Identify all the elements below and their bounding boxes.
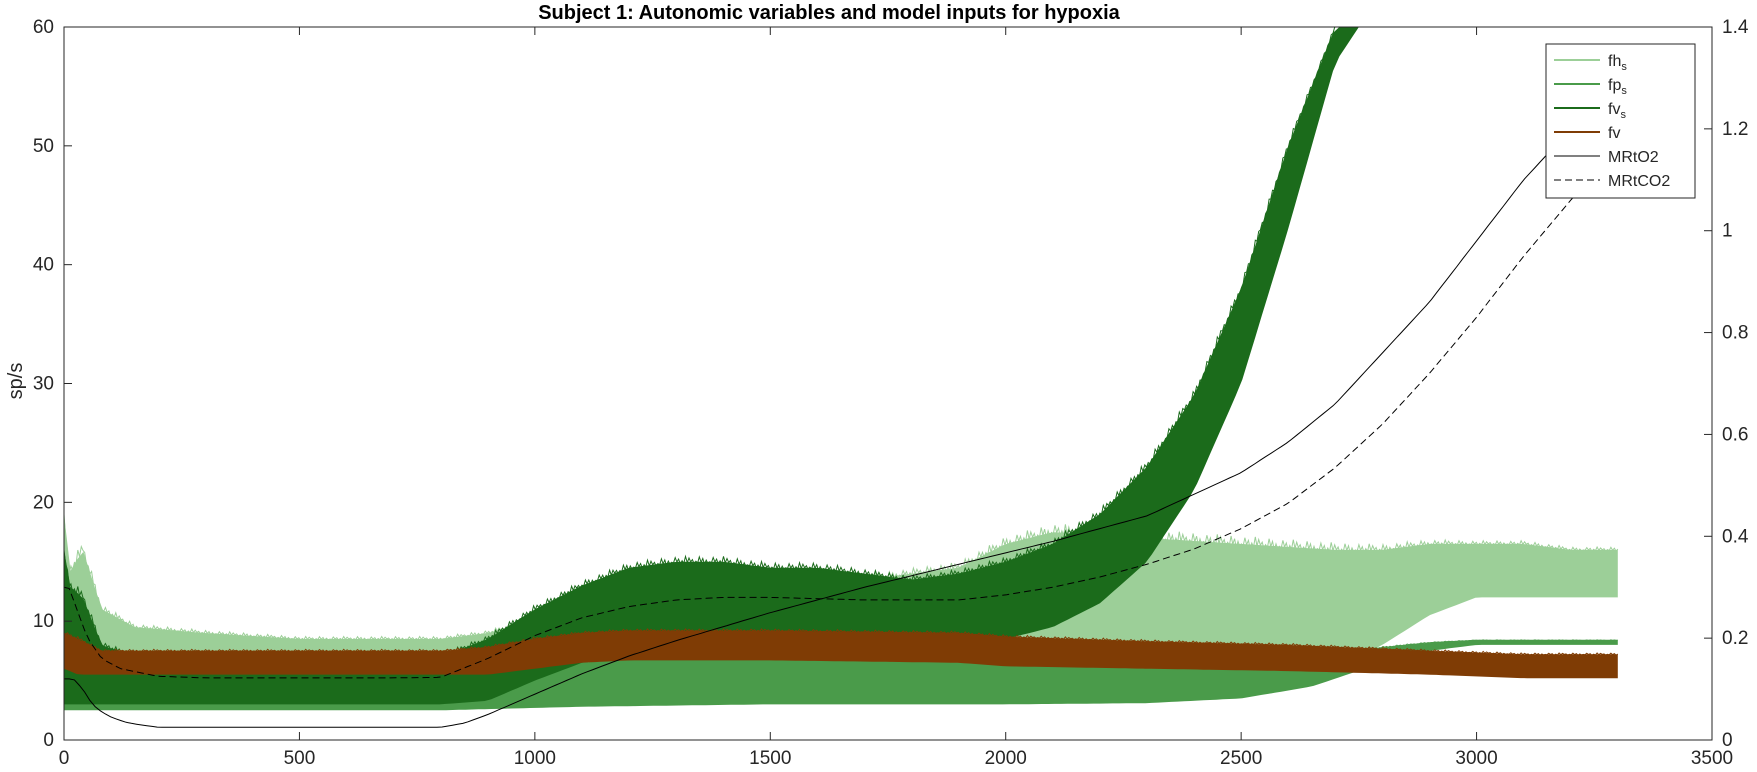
y-tick-label-right: 0.6: [1722, 424, 1748, 445]
y-tick-label-right: 1: [1722, 221, 1733, 242]
legend-label-fvs: fvs: [1608, 101, 1626, 121]
x-tick-label: 0: [59, 748, 70, 769]
x-tick-label: 3500: [1691, 748, 1733, 769]
series-fv-edge: [64, 628, 1619, 656]
y-axis-label-left: sp/s: [5, 363, 27, 400]
y-tick-label-right: 0.4: [1722, 526, 1749, 547]
series-fv-band: [64, 630, 1618, 679]
legend: fhs fps fvs fv MRtO2 MRtCO2: [1545, 43, 1696, 199]
x-tick-label: 1500: [749, 748, 791, 769]
y-tick-label-right: 1.4: [1722, 17, 1749, 38]
legend-label-fv: fv: [1608, 125, 1620, 142]
series-layer: [64, 27, 1619, 728]
y-tick-label-right: 0.8: [1722, 323, 1748, 344]
x-tick-label: 2500: [1220, 748, 1262, 769]
y-tick-label-left: 50: [33, 136, 54, 157]
chart-title: Subject 1: Autonomic variables and model…: [538, 2, 1120, 24]
y-tick-label-left: 60: [33, 17, 54, 38]
series-mrtco2-line: [64, 148, 1619, 679]
y-tick-label-right: 1.2: [1722, 119, 1748, 140]
y-tick-label-left: 40: [33, 255, 54, 276]
y-tick-label-left: 30: [33, 374, 54, 395]
legend-label-fps: fps: [1608, 77, 1627, 97]
legend-label-mrto2: MRtO2: [1608, 149, 1659, 166]
x-tick-label: 2000: [985, 748, 1027, 769]
y-tick-label-left: 10: [33, 611, 54, 632]
axes-layer: 0 500 1000 1500 2000 2500 3000 3500010203040506…: [33, 17, 1749, 769]
y-tick-label-left: 0: [43, 730, 54, 751]
x-tick-label: 500: [284, 748, 316, 769]
y-tick-label-right: 0: [1722, 730, 1733, 751]
y-tick-label-left: 20: [33, 492, 54, 513]
y-tick-label-right: 0.2: [1722, 628, 1748, 649]
legend-label-mrtco2: MRtCO2: [1608, 173, 1670, 190]
plot-area: [64, 27, 1619, 728]
legend-box: [1545, 43, 1696, 199]
x-tick-label: 1000: [514, 748, 556, 769]
legend-label-fhs: fhs: [1608, 53, 1627, 73]
x-tick-label: 3000: [1455, 748, 1497, 769]
series-mrto2-line: [64, 102, 1619, 728]
